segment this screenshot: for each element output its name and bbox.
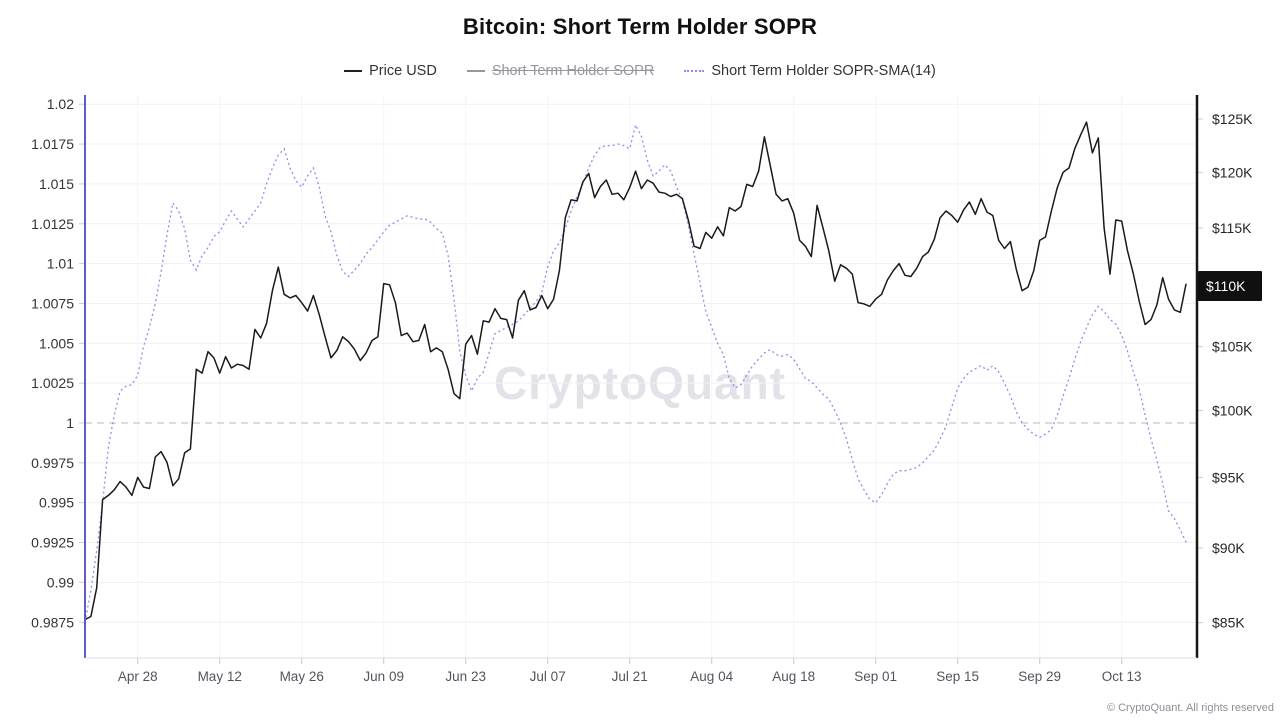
left-axis-label: 1.015	[39, 176, 74, 192]
right-axis-label: $100K	[1212, 402, 1253, 418]
left-axis-label: 1.0075	[31, 295, 74, 311]
left-axis-label: 1	[66, 415, 74, 431]
x-tick-label: Jun 09	[363, 669, 404, 684]
current-price-badge: $110K	[1198, 271, 1262, 301]
x-tick-label: Apr 28	[118, 669, 158, 684]
legend-label-price-usd: Price USD	[369, 63, 437, 79]
legend-item-sth-sopr[interactable]: Short Term Holder SOPR	[466, 63, 655, 79]
left-axis-label: 0.99	[47, 574, 74, 590]
x-tick-label: Jul 21	[612, 669, 648, 684]
legend-item-sth-sopr-sma[interactable]: Short Term Holder SOPR-SMA(14)	[684, 63, 936, 79]
left-axis-label: 1.0025	[31, 375, 74, 391]
x-tick-label: Jul 07	[530, 669, 566, 684]
right-axis-label: $105K	[1212, 339, 1253, 355]
sopr-sma-line	[84, 123, 1187, 623]
x-tick-label: Sep 29	[1018, 669, 1061, 684]
sopr-line-swatch-icon	[466, 70, 485, 72]
right-axis-label: $125K	[1212, 111, 1253, 127]
left-axis-label: 1.0175	[31, 136, 74, 152]
x-tick-label: Aug 18	[772, 669, 815, 684]
right-axis-label: $115K	[1212, 220, 1252, 236]
legend-label-sth-sopr-sma: Short Term Holder SOPR-SMA(14)	[711, 63, 936, 79]
legend: Price USD Short Term Holder SOPR Short T…	[0, 63, 1280, 79]
right-axis-label: $120K	[1212, 164, 1253, 180]
x-tick-label: Aug 04	[690, 669, 733, 684]
legend-item-price-usd[interactable]: Price USD	[344, 63, 437, 79]
x-tick-label: Sep 15	[936, 669, 979, 684]
left-axis-label: 1.005	[39, 335, 74, 351]
sopr-sma-line-swatch-icon	[684, 70, 705, 72]
price-line-swatch-icon	[344, 70, 363, 72]
right-axis-label: $90K	[1212, 540, 1245, 556]
copyright-note: © CryptoQuant. All rights reserved	[1106, 702, 1274, 714]
x-tick-label: Sep 01	[854, 669, 897, 684]
left-axis-label: 1.0125	[31, 216, 74, 232]
x-tick-label: Oct 13	[1102, 669, 1142, 684]
left-axis-label: 0.9975	[31, 455, 74, 471]
right-axis-label: $85K	[1212, 615, 1245, 631]
left-axis-label: 0.995	[39, 495, 74, 511]
left-axis-label: 1.01	[47, 256, 74, 272]
left-axis-label: 0.9925	[31, 535, 74, 551]
current-price-label: $110K	[1206, 278, 1246, 294]
right-axis-label: $95K	[1212, 469, 1245, 485]
x-tick-label: May 12	[198, 669, 242, 684]
x-tick-label: May 26	[280, 669, 324, 684]
left-axis-label: 1.02	[47, 96, 74, 112]
x-tick-label: Jun 23	[445, 669, 486, 684]
price-line	[84, 121, 1187, 621]
chart-title: Bitcoin: Short Term Holder SOPR	[462, 14, 818, 39]
left-axis-label: 0.9875	[31, 614, 74, 630]
legend-label-sth-sopr: Short Term Holder SOPR	[491, 63, 655, 79]
